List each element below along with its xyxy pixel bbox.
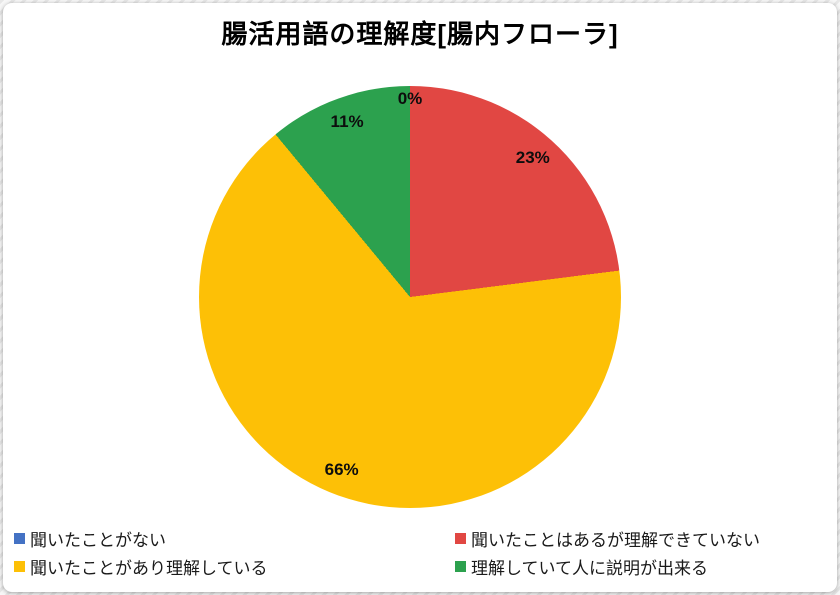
legend-item-heard-and-understood: 聞いたことがあり理解している [14,552,455,580]
slice-label: 23% [515,147,550,167]
legend-swatch-icon [14,532,25,544]
legend-label: 聞いたことがあり理解している [30,558,268,578]
legend-swatch-icon [14,560,25,572]
legend-item-can-explain: 理解していて人に説明が出来る [455,552,826,580]
legend: 聞いたことがない 聞いたことはあるが理解できていない 聞いたことがあり理解してい… [14,524,826,580]
slice-label: 66% [324,459,359,479]
legend-swatch-icon [455,532,466,544]
chart-title: 腸活用語の理解度[腸内フローラ] [221,19,619,49]
legend-item-never-heard: 聞いたことがない [14,524,455,552]
legend-item-heard-not-understood: 聞いたことはあるが理解できていない [455,524,826,552]
legend-label: 理解していて人に説明が出来る [471,558,708,578]
chart-card: 腸活用語の理解度[腸内フローラ] 聞いたことがない 聞いたことはあるが理解できて… [3,3,837,592]
pie-chart [199,86,621,508]
slice-label: 11% [330,112,364,132]
legend-swatch-icon [455,560,466,572]
legend-label: 聞いたことはあるが理解できていない [471,530,760,550]
slice-label: 0% [397,88,423,108]
legend-label: 聞いたことがない [30,530,166,550]
